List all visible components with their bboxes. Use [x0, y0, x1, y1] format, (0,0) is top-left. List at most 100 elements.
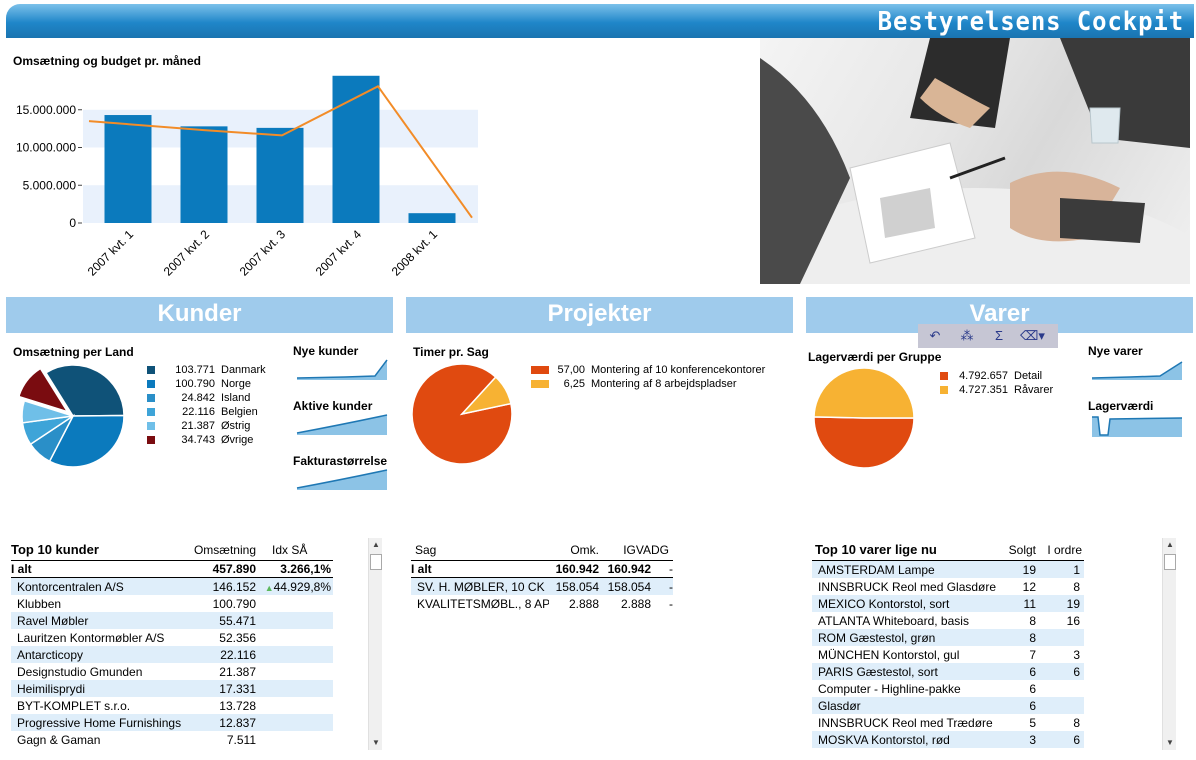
x-tick-label: 2007 kvt. 3 — [237, 227, 289, 279]
table-row[interactable]: Heimilisprydi 17.331 — [11, 680, 333, 697]
item-sold: 12 — [1022, 579, 1036, 594]
customer-name: BYT-KOMPLET s.r.o. — [17, 698, 131, 713]
column-header-order[interactable]: I ordre — [1047, 543, 1082, 557]
scroll-down-icon[interactable]: ▼ — [372, 738, 380, 747]
business-meeting-photo — [760, 38, 1190, 284]
legend-swatch — [531, 366, 549, 374]
pie-slice[interactable] — [459, 376, 512, 416]
customers-scrollbar[interactable]: ▲ ▼ — [368, 538, 382, 750]
table-row[interactable]: Ravel Møbler 55.471 — [11, 612, 333, 629]
sparkline-new-items[interactable] — [1090, 356, 1184, 382]
item-sold: 8 — [1029, 630, 1036, 645]
bar[interactable] — [104, 115, 152, 223]
table-row[interactable]: Gagn & Gaman 7.511 — [11, 731, 333, 748]
total-label: I alt — [411, 562, 432, 576]
object-toolbar: ↶ ⁂ Σ ⌫▾ — [918, 324, 1058, 348]
stock-pie-chart[interactable] — [812, 366, 922, 470]
item-order: 16 — [1066, 613, 1080, 628]
item-order: 19 — [1066, 596, 1080, 611]
table-row[interactable]: PARIS Gæstestol, sort 6 6 — [812, 663, 1084, 680]
stock-legend: 4.792.657 Detail 4.727.351 Råvarer — [940, 369, 1053, 397]
pie-slice[interactable] — [21, 399, 74, 424]
column-header-igva[interactable]: IGVA — [623, 543, 651, 557]
table-row[interactable]: Glasdør 6 — [812, 697, 1084, 714]
legend-value: 6,25 — [563, 378, 585, 390]
country-pie-chart[interactable] — [20, 362, 135, 472]
top-customers-table: Top 10 kunder Omsætning Idx SÅ I alt 457… — [11, 538, 333, 748]
scroll-thumb[interactable] — [370, 554, 382, 570]
sparkline-active-customers[interactable] — [295, 411, 389, 437]
main-chart-title: Omsætning og budget pr. måned — [13, 54, 202, 68]
project-name: KVALITETSMØBL., 8 AP — [417, 596, 549, 611]
legend-label: Detail — [1014, 370, 1043, 382]
table-row[interactable]: Progressive Home Furnishings 12.837 — [11, 714, 333, 731]
undo-icon[interactable]: ↶ — [929, 328, 941, 343]
items-scrollbar[interactable]: ▲ ▼ — [1162, 538, 1176, 750]
pie-slice[interactable] — [48, 414, 125, 468]
column-header-sold[interactable]: Solgt — [1008, 543, 1036, 557]
bar[interactable] — [332, 75, 380, 224]
table-row[interactable]: AMSTERDAM Lampe 19 1 — [812, 561, 1084, 578]
column-header-sag[interactable]: Sag — [415, 543, 437, 557]
budget-line[interactable] — [88, 85, 473, 219]
pie-slice[interactable] — [813, 367, 915, 419]
scroll-up-icon[interactable]: ▲ — [1166, 540, 1174, 549]
item-name: INNSBRUCK Reol med Glasdøre — [818, 579, 997, 594]
table-row[interactable]: Designstudio Gmunden 21.387 — [11, 663, 333, 680]
table-row[interactable]: MOSKVA Kontorstol, rød 3 6 — [812, 731, 1084, 748]
table-row[interactable]: Kontorcentralen A/S 146.152 ▲44.929,8% — [11, 578, 333, 595]
scroll-up-icon[interactable]: ▲ — [372, 540, 380, 549]
pie-slice[interactable] — [20, 367, 70, 414]
bar[interactable] — [180, 126, 228, 223]
revenue-budget-chart[interactable]: 15.000.000 10.000.000 5.000.000 0 2007 kvt. … — [0, 66, 480, 294]
project-igva: 2.888 — [620, 596, 651, 611]
eraser-icon[interactable]: ⌫▾ — [1020, 328, 1045, 343]
table-row[interactable]: Lauritzen Kontormøbler A/S 52.356 — [11, 629, 333, 646]
table-row[interactable]: SV. H. MØBLER, 10 CK 158.054 158.054 - — [411, 578, 673, 595]
table-row[interactable]: INNSBRUCK Reol med Trædøre 5 8 — [812, 714, 1084, 731]
sparkline-new-customers[interactable] — [295, 356, 389, 382]
customer-name: Klubben — [17, 596, 62, 611]
legend-label: Montering af 10 konferencekontorer — [591, 364, 766, 376]
table-row[interactable]: Computer - Highline-pakke 6 — [812, 680, 1084, 697]
column-header-dg[interactable]: DG — [651, 543, 669, 557]
hours-pie-chart[interactable] — [410, 362, 518, 470]
country-legend: 103.771 Danmark 100.790 Norge 24.842 Island… — [147, 363, 266, 447]
customer-name: Heimilisprydi — [17, 681, 86, 696]
sum-icon[interactable]: Σ — [994, 328, 1004, 343]
section-varer: Varer — [806, 297, 1193, 333]
sparkline-invoice-size[interactable] — [295, 466, 389, 492]
y-tick-label: 0 — [69, 216, 76, 230]
scroll-down-icon[interactable]: ▼ — [1166, 738, 1174, 747]
table-row[interactable]: ATLANTA Whiteboard, basis 8 16 — [812, 612, 1084, 629]
section-projekter: Projekter — [406, 297, 793, 333]
table-row[interactable]: Antarcticopy 22.116 — [11, 646, 333, 663]
sparkline-stock-value[interactable] — [1090, 411, 1184, 439]
table-row[interactable]: Klubben 100.790 — [11, 595, 333, 612]
table-row[interactable]: KVALITETSMØBL., 8 AP 2.888 2.888 - — [411, 595, 673, 612]
column-header-sales[interactable]: Omsætning — [193, 543, 256, 557]
hierarchy-icon[interactable]: ⁂ — [960, 328, 974, 343]
table-row[interactable]: ROM Gæstestol, grøn 8 — [812, 629, 1084, 646]
table-row[interactable]: MEXICO Kontorstol, sort 11 19 — [812, 595, 1084, 612]
pie-slice[interactable] — [813, 416, 915, 469]
legend-value: 100.790 — [175, 378, 215, 390]
item-order: 3 — [1073, 647, 1080, 662]
legend-swatch — [147, 366, 155, 374]
table-row[interactable]: MÜNCHEN Kontorstol, gul 7 3 — [812, 646, 1084, 663]
legend-swatch — [940, 372, 948, 380]
table-row[interactable]: INNSBRUCK Reol med Glasdøre 12 8 — [812, 578, 1084, 595]
legend-swatch — [147, 436, 155, 444]
scroll-thumb[interactable] — [1164, 554, 1176, 570]
customer-sales: 55.471 — [219, 613, 256, 628]
customer-sales: 21.387 — [219, 664, 256, 679]
bar[interactable] — [256, 127, 304, 223]
bar[interactable] — [408, 213, 456, 223]
project-name: SV. H. MØBLER, 10 CK — [417, 579, 545, 594]
total-label: I alt — [11, 562, 32, 576]
column-header-omk[interactable]: Omk. — [570, 543, 599, 557]
table-row[interactable]: BYT-KOMPLET s.r.o. 13.728 — [11, 697, 333, 714]
item-name: INNSBRUCK Reol med Trædøre — [818, 715, 993, 730]
pie-slice[interactable] — [44, 364, 125, 417]
column-header-index[interactable]: Idx SÅ — [272, 543, 308, 557]
